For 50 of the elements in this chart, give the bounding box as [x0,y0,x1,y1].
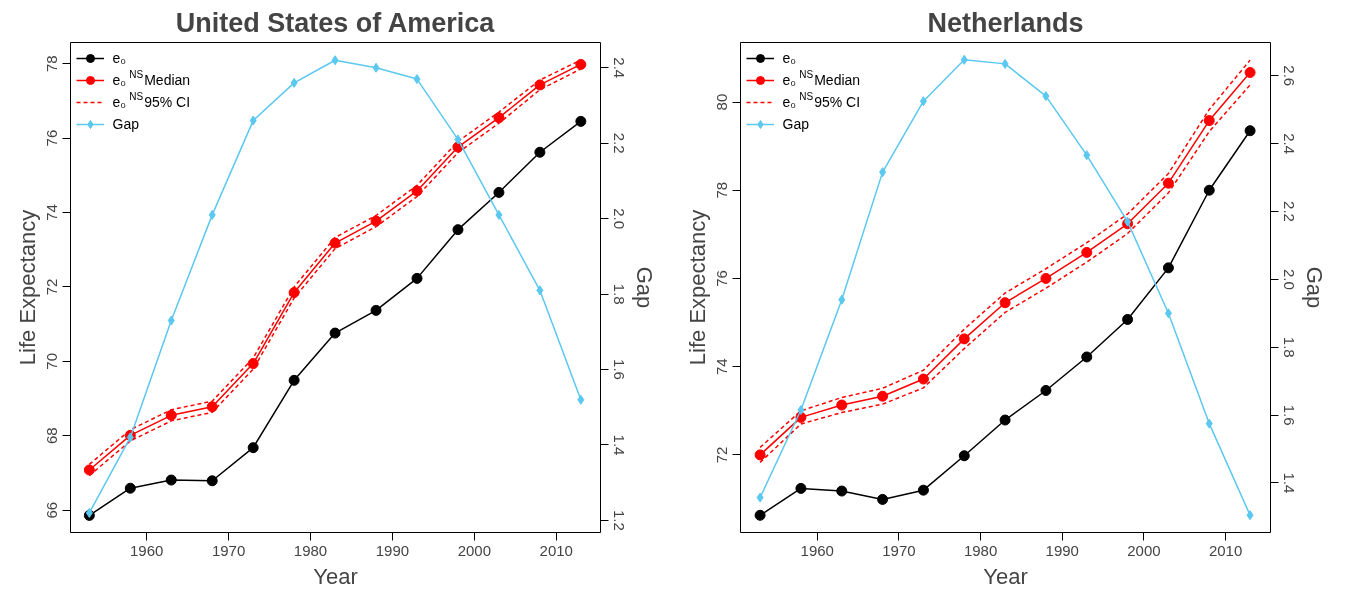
y2-tick-label: 1.2 [610,510,628,531]
y2-tick-label: 1.4 [1280,472,1298,494]
y-tick-label: 72 [713,446,731,464]
y2-tick-label: 1.8 [610,283,628,305]
y-tick-label: 78 [713,181,731,199]
y-tick-label: 78 [43,55,61,73]
legend-label: e₀ [112,49,127,66]
x-tick-label: 2000 [1127,541,1161,559]
y2-axis-title: Gap [631,266,657,309]
y2-axis-title: Gap [1301,266,1327,309]
y-tick-label: 70 [43,353,61,370]
legend-label: e₀ [782,49,797,66]
y2-tick-label: 1.4 [610,434,628,456]
y2-tick-label: 2.0 [1280,268,1298,290]
x-tick-label: 1970 [882,541,916,559]
chart-title: United States of America [175,7,496,38]
y2-tick-label: 2.4 [1280,133,1298,155]
y-tick-label: 76 [43,129,61,147]
y-tick-label: 74 [713,358,731,376]
y2-tick-label: 2.2 [610,132,628,154]
y2-tick-label: 2.6 [1280,65,1298,87]
y-tick-label: 68 [43,427,61,445]
x-tick-label: 1960 [800,541,834,559]
x-tick-label: 1990 [375,541,410,559]
y2-tick-label: 2.4 [610,57,628,79]
y-tick-label: 72 [43,278,61,296]
x-tick-label: 1970 [211,541,246,559]
y-tick-label: 74 [43,204,61,221]
x-tick-label: 1990 [1045,541,1079,559]
y2-tick-label: 2.0 [610,208,628,230]
x-tick-label: 2010 [539,541,573,559]
y2-tick-label: 1.6 [1280,404,1298,426]
x-axis-title: Year [313,563,358,589]
y-tick-label: 80 [713,93,731,111]
x-tick-label: 2000 [457,541,492,559]
legend-label: Gap [782,115,810,132]
chart-title: Netherlands [927,7,1084,38]
x-tick-label: 1980 [293,541,328,559]
y-tick-label: 76 [713,270,731,287]
x-axis-title: Year [983,563,1028,589]
legend-label: Gap [112,115,140,132]
x-tick-label: 1980 [963,541,998,559]
y2-tick-label: 2.2 [1280,201,1298,222]
y-axis-title: Life Expectancy [14,209,40,366]
y2-tick-label: 1.6 [610,359,628,380]
y-axis-title: Life Expectancy [684,209,710,366]
y-tick-label: 66 [43,501,61,519]
y2-tick-label: 1.8 [1280,336,1298,358]
x-tick-label: 1960 [130,541,164,559]
x-tick-label: 2010 [1208,541,1243,559]
